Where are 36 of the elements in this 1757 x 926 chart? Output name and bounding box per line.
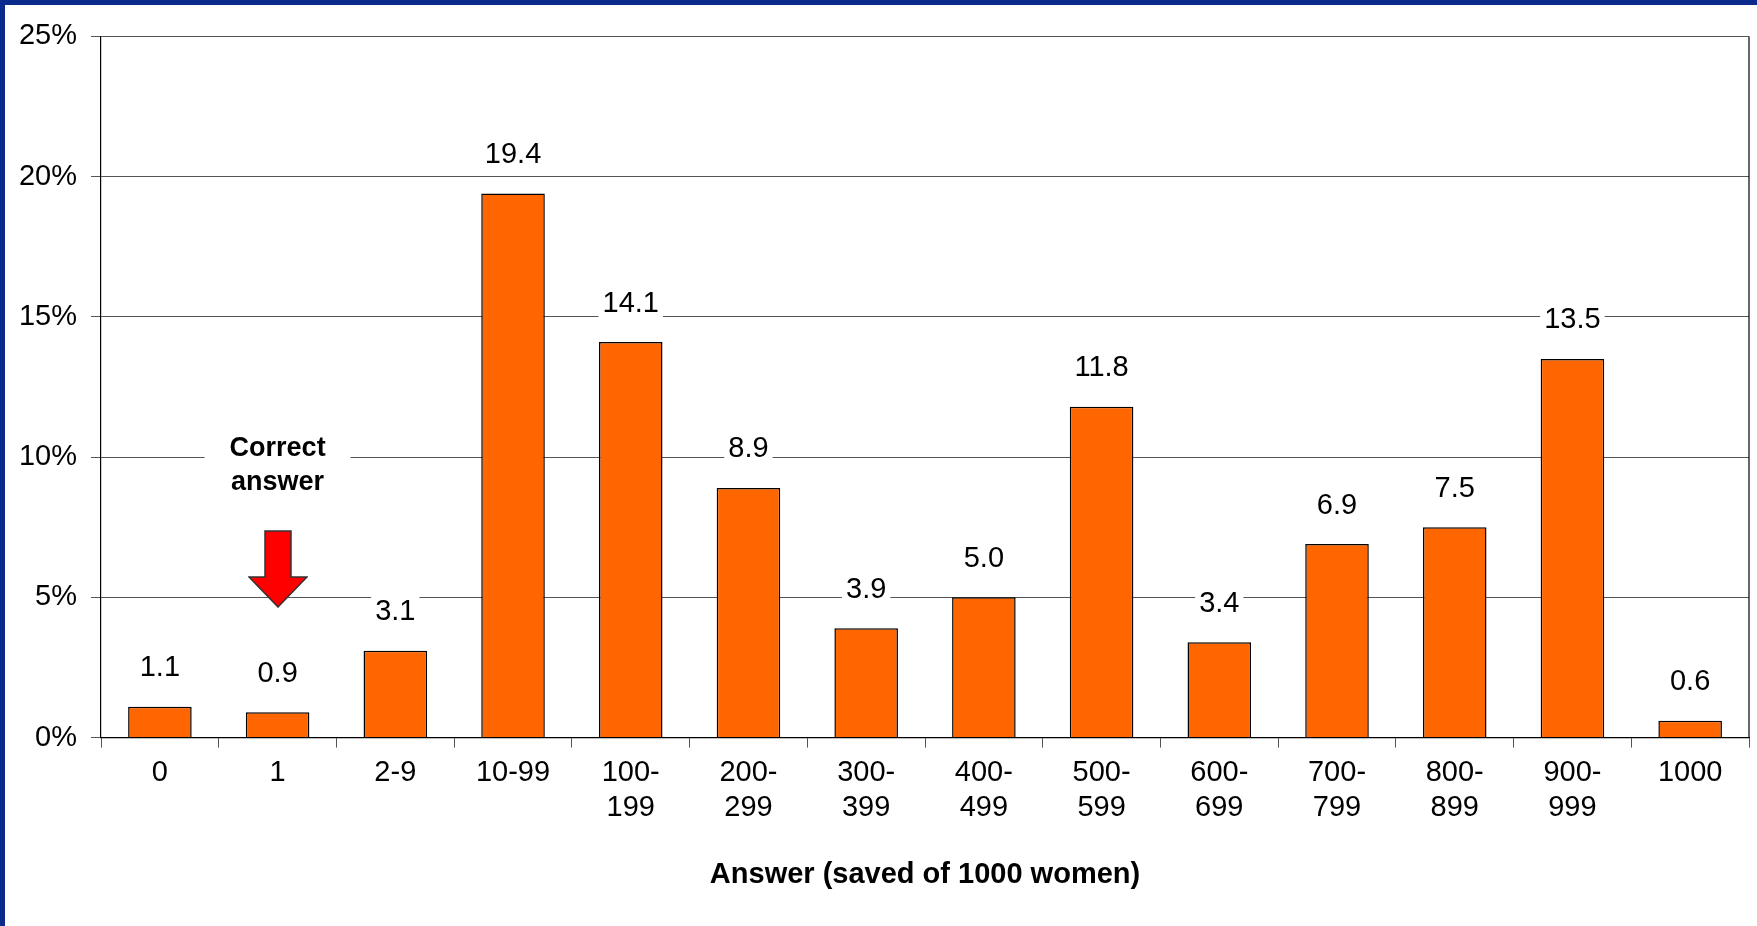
- y-tick-label: 20%: [19, 158, 78, 191]
- data-label: 0.6: [1669, 664, 1711, 697]
- y-tick-label: 5%: [35, 579, 78, 612]
- data-label: 5.0: [963, 540, 1005, 573]
- data-label: 3.4: [1199, 585, 1240, 618]
- data-label: 11.8: [1074, 350, 1129, 383]
- data-label: 1.1: [139, 650, 181, 683]
- data-label: 13.5: [1544, 302, 1601, 335]
- x-tick-label: 1000: [1657, 755, 1723, 787]
- data-label: 3.1: [375, 594, 416, 627]
- x-axis-title: Answer (saved of 1000 women): [709, 856, 1141, 889]
- x-tick-label: 0: [151, 755, 168, 787]
- y-tick-label: 25%: [19, 18, 78, 51]
- y-tick-label: 10%: [19, 439, 78, 472]
- x-tick-label: 100-199: [601, 755, 660, 822]
- x-tick-label: 1: [269, 755, 286, 787]
- x-tick-label: 700-799: [1307, 755, 1367, 822]
- data-label: 7.5: [1434, 470, 1475, 503]
- x-tick-label: 200-299: [719, 755, 778, 822]
- y-tick-label: 15%: [19, 298, 78, 331]
- data-label: 14.1: [602, 285, 659, 318]
- x-tick-label: 2-9: [374, 755, 417, 787]
- data-label: 8.9: [728, 431, 769, 464]
- y-tick-label: 0%: [35, 719, 78, 752]
- x-tick-label: 500-599: [1072, 755, 1131, 822]
- annotation: Correct answer: [229, 431, 326, 496]
- x-tick-label: 900-999: [1543, 755, 1602, 822]
- x-tick-label: 800-899: [1425, 755, 1484, 822]
- x-tick-label: 600-699: [1190, 755, 1249, 822]
- data-label: 3.9: [846, 571, 887, 604]
- x-tick-label: 400-499: [954, 755, 1013, 822]
- data-label: 0.9: [257, 655, 298, 688]
- data-label: 19.4: [484, 136, 542, 169]
- data-label: 6.9: [1316, 487, 1358, 520]
- x-tick-label: 300-399: [837, 755, 896, 822]
- x-tick-label: 10-99: [475, 755, 551, 787]
